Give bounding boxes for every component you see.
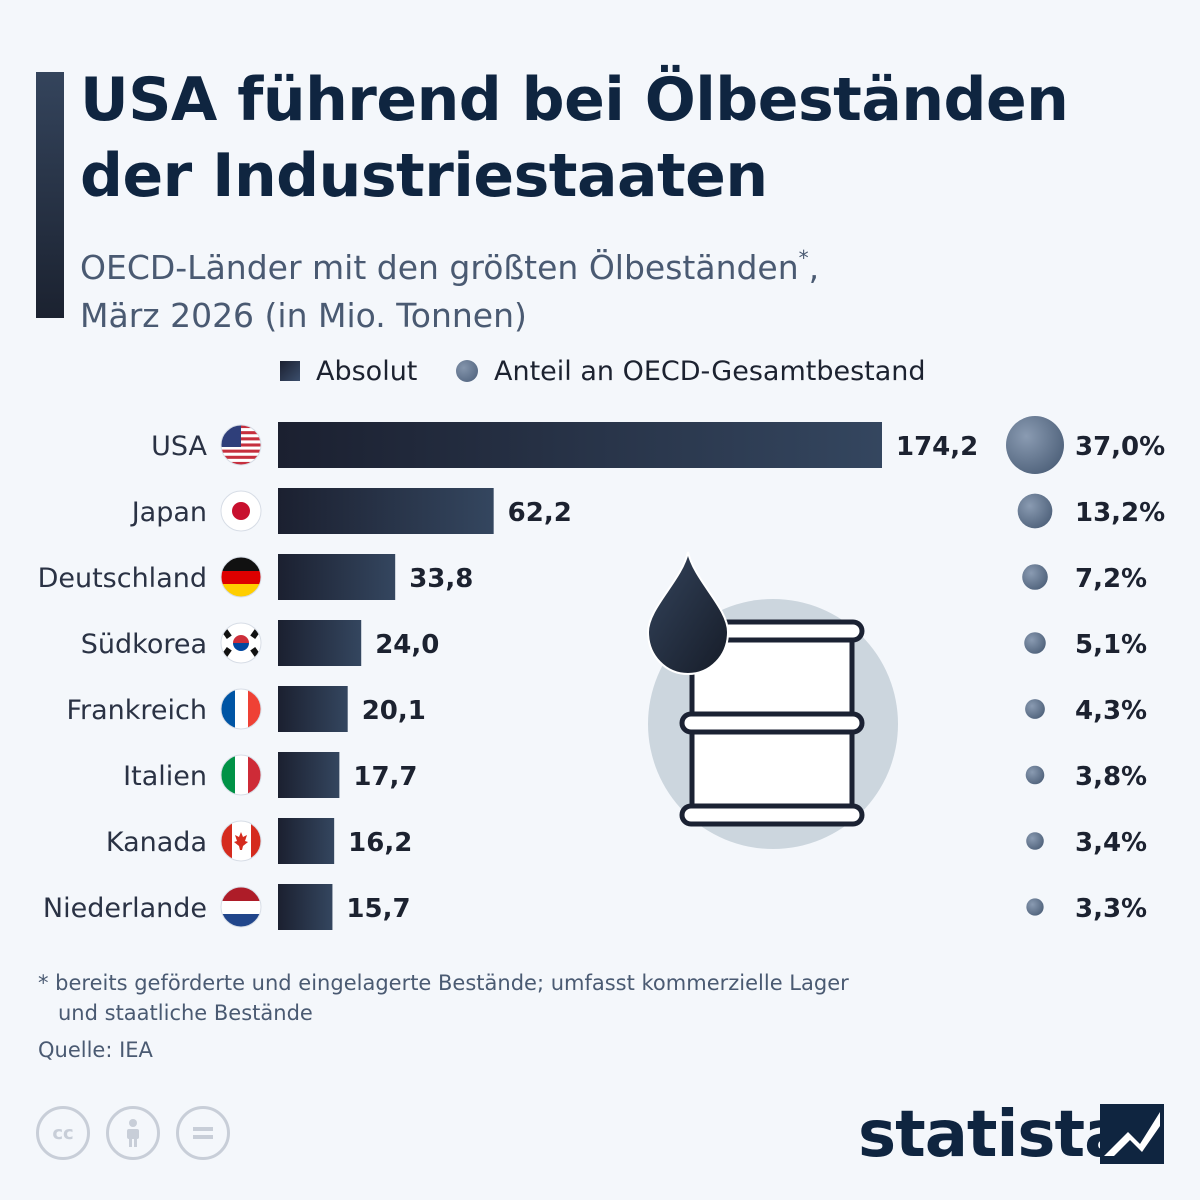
bubble-anteil — [1025, 699, 1045, 719]
category-label: USA — [151, 431, 207, 462]
bubble-anteil — [1006, 416, 1064, 474]
legend: Absolut Anteil an OECD-Gesamtbestand — [0, 352, 1200, 390]
bar-absolut — [278, 422, 882, 468]
legend-swatch-anteil — [456, 360, 478, 382]
oil-barrel-icon — [679, 619, 865, 827]
flag-us-icon — [220, 424, 262, 466]
flag-de-icon — [220, 556, 262, 598]
share-value-label: 3,8% — [1075, 762, 1147, 792]
oil-barrel-illustration — [646, 551, 898, 849]
share-value-label: 3,3% — [1075, 894, 1147, 924]
category-label: Japan — [130, 497, 207, 528]
subtitle-footnote-star: * — [798, 246, 809, 270]
bar-absolut — [278, 686, 348, 732]
share-value-label: 37,0% — [1075, 432, 1165, 462]
bar-absolut — [278, 554, 396, 600]
bar-value-label: 16,2 — [348, 828, 412, 858]
flag-it-icon — [220, 754, 262, 796]
title-accent-bar — [36, 72, 64, 318]
legend-label-absolut: Absolut — [316, 355, 418, 387]
bar-value-label: 20,1 — [362, 696, 426, 726]
legend-item-absolut: Absolut — [280, 352, 417, 390]
license-icons: cc — [36, 1106, 230, 1164]
legend-item-anteil: Anteil an OECD-Gesamtbestand — [456, 352, 926, 390]
oil-drop-icon — [646, 551, 730, 676]
bar-absolut — [278, 620, 362, 666]
brand-wordmark[interactable]: statista — [858, 1098, 1127, 1172]
category-label: Kanada — [106, 827, 207, 858]
title-line-1: USA führend bei Ölbeständen — [80, 65, 1069, 135]
bubble-anteil — [1026, 898, 1044, 916]
category-label: Südkorea — [81, 629, 207, 660]
subtitle-line-2: März 2026 (in Mio. Tonnen) — [80, 296, 527, 335]
footnote-line-2: und staatliche Bestände — [58, 1001, 313, 1025]
share-value-label: 7,2% — [1075, 564, 1147, 594]
share-value-label: 13,2% — [1075, 498, 1165, 528]
chart-title: USA führend bei Ölbeständen der Industri… — [80, 62, 1170, 214]
flag-fr-icon — [220, 688, 262, 730]
bubble-anteil — [1024, 632, 1046, 654]
category-label: Italien — [123, 761, 207, 792]
bar-value-label: 174,2 — [896, 432, 978, 462]
category-label: Niederlande — [43, 893, 207, 924]
bar-absolut — [278, 488, 494, 534]
attribution-icon[interactable] — [106, 1106, 160, 1160]
source-label: Quelle: IEA — [38, 1038, 153, 1062]
statista-logo-icon[interactable] — [1100, 1104, 1164, 1164]
noderivs-icon[interactable] — [176, 1106, 230, 1160]
flag-ca-icon — [220, 820, 262, 862]
legend-swatch-absolut — [280, 361, 300, 381]
bar-value-label: 17,7 — [353, 762, 417, 792]
bubble-anteil — [1017, 493, 1053, 529]
category-label: Deutschland — [38, 563, 207, 594]
bar-value-label: 15,7 — [346, 894, 410, 924]
bubble-anteil — [1022, 564, 1048, 590]
footnote: * bereits geförderte und eingelagerte Be… — [38, 968, 849, 1028]
bubble-anteil — [1026, 832, 1044, 850]
share-value-label: 5,1% — [1075, 630, 1147, 660]
share-value-label: 4,3% — [1075, 696, 1147, 726]
flag-nl-icon — [220, 886, 262, 928]
subtitle-line-1-end: , — [808, 248, 820, 287]
cc-icon[interactable]: cc — [36, 1106, 90, 1160]
flag-kr-icon — [220, 622, 262, 664]
category-label: Frankreich — [66, 695, 207, 726]
share-value-label: 3,4% — [1075, 828, 1147, 858]
flag-jp-icon — [220, 490, 262, 532]
legend-label-anteil: Anteil an OECD-Gesamtbestand — [494, 355, 926, 387]
title-line-2: der Industriestaaten — [80, 141, 768, 211]
subtitle-line-1: OECD-Länder mit den größten Ölbeständen — [80, 248, 799, 287]
bar-absolut — [278, 884, 333, 930]
chart-subtitle: OECD-Länder mit den größten Ölbeständen*… — [80, 234, 1170, 340]
bubble-anteil — [1025, 765, 1045, 785]
chart-rows: USA 174,2 37,0% Japan 62,2 13,2% Deutschland 33… — [38, 416, 1165, 930]
bar-value-label: 24,0 — [375, 630, 439, 660]
bar-value-label: 33,8 — [409, 564, 473, 594]
bar-absolut — [278, 818, 335, 864]
footnote-line-1: * bereits geförderte und eingelagerte Be… — [38, 971, 849, 995]
bar-value-label: 62,2 — [508, 498, 572, 528]
bar-absolut — [278, 752, 340, 798]
